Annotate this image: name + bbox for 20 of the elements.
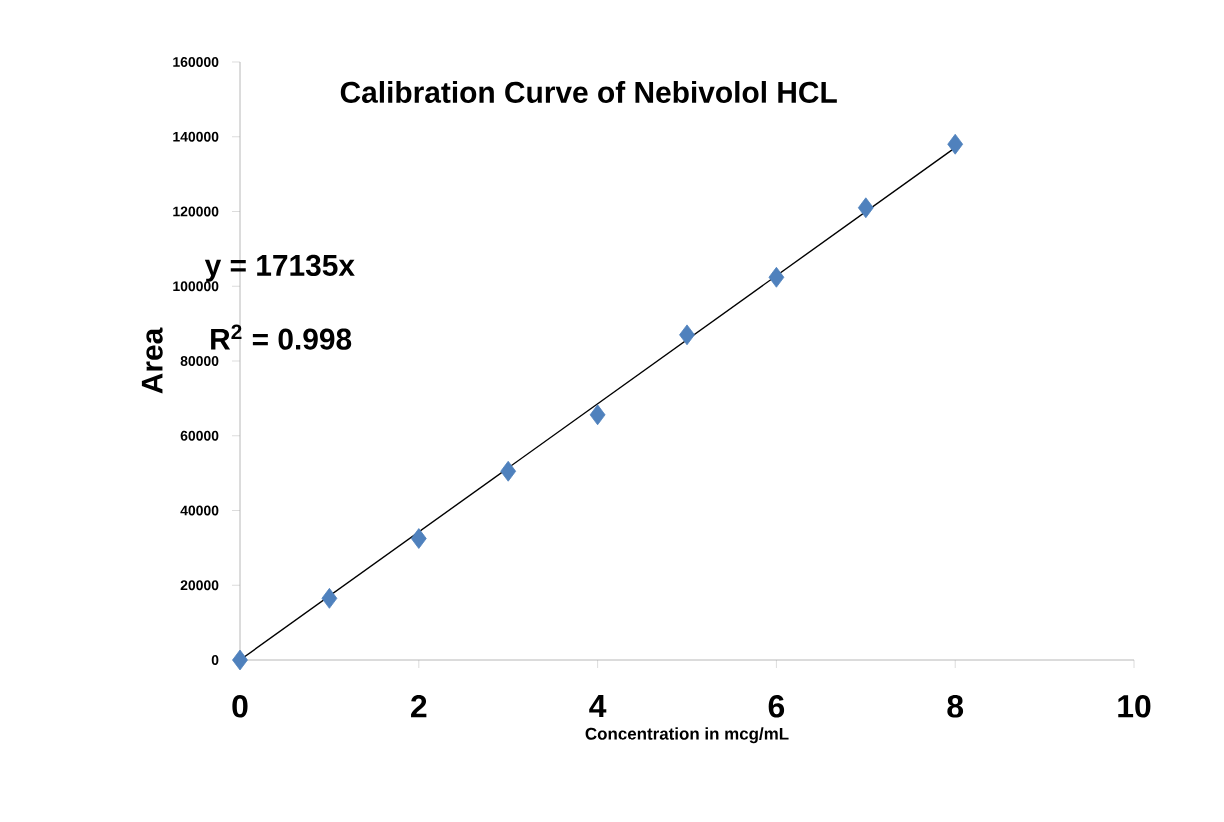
text: Calibration Curve of Nebivolol HCL: [340, 81, 837, 103]
x-tick-label: 8: [947, 695, 964, 718]
point: [321, 587, 338, 609]
annotation: y = 17135x: [204, 254, 355, 282]
point: [589, 404, 606, 426]
point: [857, 197, 874, 219]
point: [500, 460, 517, 482]
x-tick-label: 4: [589, 695, 607, 717]
x-tick-label: 10: [1118, 695, 1151, 718]
x-tick-label: 2: [411, 695, 427, 718]
point: [768, 266, 785, 288]
x-tick-label: 6: [768, 695, 785, 718]
annotation: R$^{2}$ = 0.998: [211, 324, 352, 350]
y-axis-title: Area: [141, 327, 163, 394]
point: [232, 649, 248, 671]
x-tick-label: 0: [232, 695, 248, 718]
x-axis-title: Concentration in mcg/mL: [585, 727, 789, 744]
point: [410, 528, 427, 549]
point: [679, 324, 695, 346]
point: [947, 133, 964, 155]
